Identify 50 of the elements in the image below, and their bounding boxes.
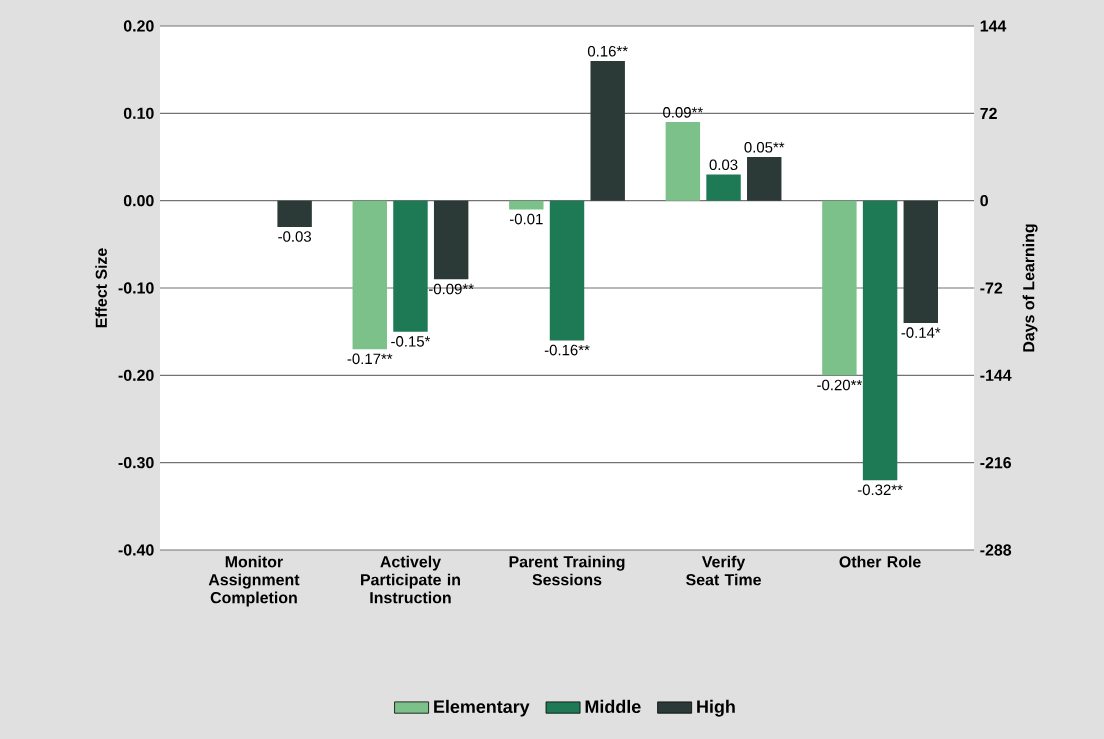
y-tick-label: -0.30	[118, 457, 154, 469]
bar	[706, 174, 741, 201]
y-tick-label: -0.20	[118, 369, 154, 381]
y2-tick-label: -216	[980, 457, 1012, 469]
bar	[393, 200, 428, 332]
data-label: -0.09**	[428, 283, 474, 295]
data-label: -0.03	[278, 231, 311, 242]
y2-tick-label: -144	[980, 369, 1012, 381]
data-label: -0.16**	[544, 344, 590, 356]
data-label: -0.20**	[817, 379, 862, 391]
data-label: 0.03	[709, 159, 738, 171]
y2-tick-label: 144	[980, 20, 1007, 32]
y-tick-label: 0.00	[123, 195, 154, 207]
bar	[509, 200, 544, 210]
x-tick-label: Parent Training Sessions	[509, 555, 625, 586]
bar	[665, 122, 701, 201]
legend-label: High	[697, 699, 735, 717]
y-axis-title: Effect Size	[95, 248, 107, 328]
bar	[277, 200, 312, 227]
x-tick-label: Verify Seat Time	[686, 555, 761, 586]
y2-axis-title: Days of Learning	[1022, 224, 1038, 352]
y-tick-label: 0.10	[123, 107, 154, 119]
data-label: -0.32**	[857, 484, 903, 496]
bar	[352, 200, 387, 350]
x-tick-label: Actively Participate in Instruction	[361, 555, 460, 604]
y2-tick-label: -72	[980, 282, 1003, 294]
y-tick-label: -0.10	[118, 282, 154, 294]
bar	[549, 200, 585, 341]
legend-label: Middle	[585, 699, 641, 714]
data-label: -0.15*	[391, 336, 431, 347]
x-tick-label: Monitor Assignment Completion	[208, 555, 300, 607]
data-label: 0.05**	[744, 142, 785, 153]
x-tick-label: Other Role	[839, 555, 921, 568]
data-label: 0.09**	[663, 107, 703, 118]
legend-label: Elementary	[434, 699, 530, 717]
y2-tick-label: 72	[980, 107, 997, 119]
data-label: -0.01	[509, 213, 543, 225]
bar	[590, 60, 625, 201]
data-label: -0.17**	[347, 353, 393, 365]
bar	[822, 200, 857, 376]
y-tick-label: -0.40	[118, 544, 154, 556]
data-label: 0.16**	[587, 45, 628, 57]
y2-tick-label: -288	[980, 544, 1012, 556]
bar	[862, 200, 898, 481]
bar	[433, 200, 469, 280]
y-tick-label: 0.20	[123, 20, 154, 32]
y2-tick-label: 0	[980, 195, 988, 207]
data-label: -0.14*	[901, 327, 941, 338]
bar	[903, 200, 938, 323]
bar	[747, 157, 782, 201]
